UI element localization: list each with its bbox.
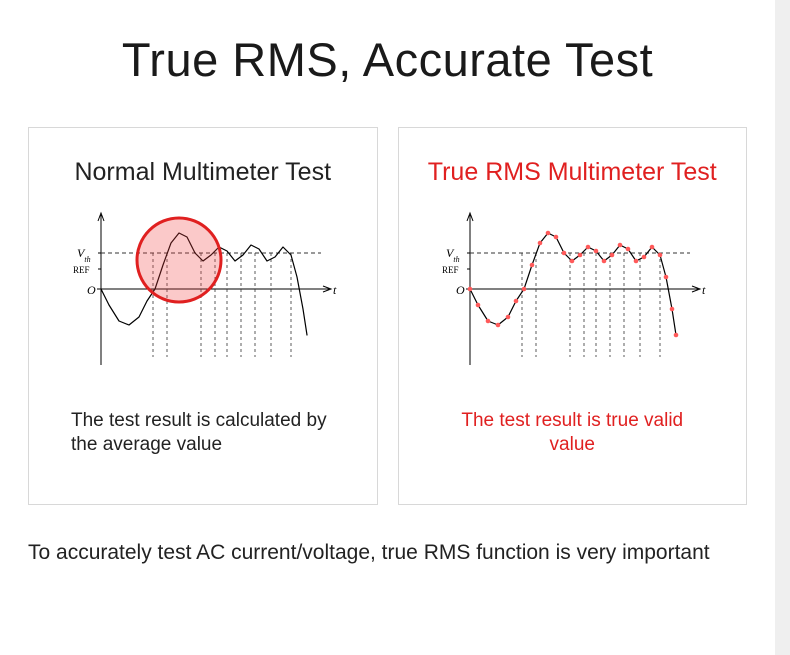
svg-text:O: O: [87, 283, 96, 297]
waveform-chart-right: VthREF Ot: [432, 205, 712, 375]
svg-text:Vth: Vth: [446, 246, 460, 264]
panel-title-right: True RMS Multimeter Test: [421, 158, 725, 187]
svg-text:t: t: [333, 283, 337, 297]
footer-text: To accurately test AC current/voltage, t…: [0, 505, 775, 565]
right-edge-strip: [775, 0, 790, 655]
svg-text:Vth: Vth: [77, 246, 91, 264]
page-title: True RMS, Accurate Test: [0, 0, 775, 127]
svg-text:t: t: [702, 283, 706, 297]
svg-text:REF: REF: [442, 265, 459, 275]
panel-caption-left: The test result is calculated by the ave…: [51, 409, 355, 457]
page-container: True RMS, Accurate Test Normal Multimete…: [0, 0, 775, 655]
svg-text:REF: REF: [73, 265, 90, 275]
panel-title-left: Normal Multimeter Test: [51, 158, 355, 187]
waveform-chart-left: VthREF Ot: [63, 205, 343, 375]
panel-caption-right: The test result is true valid value: [421, 409, 725, 457]
svg-text:O: O: [456, 283, 465, 297]
panels-row: Normal Multimeter Test VthREFOt The test…: [0, 127, 775, 505]
chart-wrap-right: VthREF Ot: [421, 205, 725, 385]
panel-true-rms: True RMS Multimeter Test VthREF Ot The te…: [398, 127, 748, 505]
chart-wrap-left: VthREF Ot: [51, 205, 355, 385]
panel-normal-multimeter: Normal Multimeter Test VthREF Ot The test…: [28, 127, 378, 505]
